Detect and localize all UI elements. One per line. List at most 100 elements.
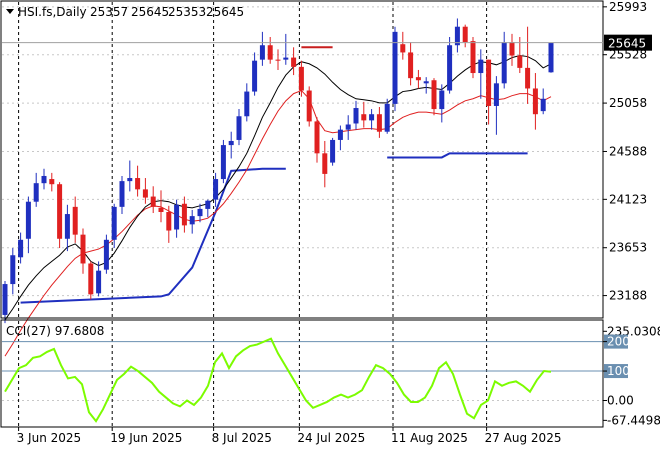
candle-body (252, 60, 258, 92)
candle (103, 234, 109, 274)
candle-body (361, 114, 367, 121)
candle (291, 47, 297, 76)
candle (548, 42, 554, 73)
candle (18, 232, 24, 264)
candle (298, 60, 304, 97)
candle-body (431, 80, 437, 110)
candle (252, 52, 258, 96)
candle (111, 203, 117, 249)
candle-body (509, 42, 515, 56)
price-tick-label: 23188 (609, 289, 647, 303)
candle (540, 88, 546, 115)
ohlc-high: 25645 (131, 5, 169, 19)
vertical-separators (18, 2, 488, 317)
candle (376, 107, 382, 138)
candle (49, 172, 55, 192)
candle (220, 139, 226, 184)
candle (189, 209, 195, 234)
candle (361, 101, 367, 128)
candle-body (517, 55, 523, 68)
candle (205, 199, 211, 218)
cci-panel-frame (0, 319, 604, 428)
ema-fast-line (4, 55, 552, 321)
candle (72, 196, 78, 243)
candle-body (228, 140, 234, 146)
candle-body (322, 153, 328, 174)
cci-title: CCI(27) 97.6808 (6, 324, 104, 338)
candle-body (415, 77, 421, 81)
candle-body (119, 181, 125, 207)
cci-level-badge (604, 334, 628, 349)
candle-body (353, 108, 359, 124)
date-tick-label: 27 Aug 2025 (485, 431, 562, 445)
cci-tick-label: -67.4498 (607, 413, 660, 427)
cci-level-badge (604, 364, 628, 379)
candle-body (291, 57, 297, 67)
candle (197, 203, 203, 223)
ohlc-open: 25357 (90, 5, 128, 19)
candle-body (111, 206, 117, 240)
candle (322, 140, 328, 188)
candle-body (454, 26, 460, 46)
candle-body (408, 52, 414, 79)
cci-tick-label: 0.00 (607, 394, 634, 408)
candle (408, 42, 414, 86)
candle-body (275, 59, 281, 61)
candle-body (205, 200, 211, 209)
candle (25, 196, 31, 254)
candle-body (57, 184, 63, 239)
candle (532, 73, 538, 130)
candle (509, 33, 515, 66)
candle-body (197, 208, 203, 217)
candle (275, 49, 281, 70)
date-tick-label: 3 Jun 2025 (17, 431, 82, 445)
candle (314, 117, 320, 163)
candle (127, 160, 133, 192)
candle-body (80, 234, 86, 264)
date-axis: 3 Jun 2025 19 Jun 2025 8 Jul 2025 24 Jul 20… (17, 427, 562, 445)
candle-body (189, 216, 195, 225)
price-tick-label: 25528 (609, 48, 647, 62)
collapse-triangle-icon[interactable] (6, 9, 14, 14)
candle (213, 172, 219, 207)
candle (174, 199, 180, 238)
candle-body (478, 59, 484, 74)
candle (41, 168, 47, 190)
candle-body (525, 67, 531, 89)
candle (228, 131, 234, 159)
candle-body (88, 263, 94, 295)
candle-body (392, 31, 398, 104)
candle (337, 125, 343, 151)
candle (454, 18, 460, 53)
price-tick-label: 24123 (609, 192, 647, 206)
candles (2, 18, 554, 324)
candle (462, 24, 468, 48)
price-tick-label: 24588 (609, 144, 647, 158)
candle-body (548, 42, 554, 73)
candle (330, 137, 336, 166)
candle-body (158, 207, 164, 212)
candle-body (166, 212, 172, 231)
candle (119, 175, 125, 215)
candle-body (135, 178, 141, 190)
moving-averages (4, 55, 552, 357)
candle-body (283, 57, 289, 60)
candle-body (127, 178, 133, 182)
candle-body (337, 129, 343, 140)
current-price-badge: 25645 (604, 34, 652, 51)
candle (96, 261, 102, 297)
cci-level-lines (2, 341, 603, 372)
candle-body (423, 81, 429, 84)
candle (135, 165, 141, 197)
candle (80, 228, 86, 274)
candle-body (150, 196, 156, 207)
candle-body (493, 83, 499, 106)
candle (369, 109, 375, 130)
candle (439, 84, 445, 123)
ohlc-low: 25353 (168, 5, 206, 19)
candle (150, 186, 156, 214)
candle-body (384, 103, 390, 132)
candle-body (18, 239, 24, 258)
candle-body (462, 26, 468, 43)
